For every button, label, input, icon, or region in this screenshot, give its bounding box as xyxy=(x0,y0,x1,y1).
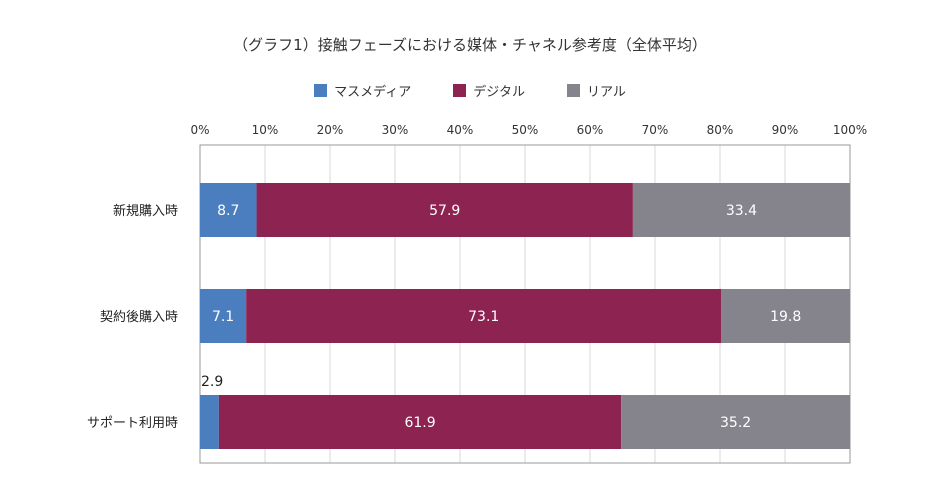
data-label: 2.9 xyxy=(201,374,223,390)
legend-swatch-digital xyxy=(453,84,467,97)
bar-segment xyxy=(200,395,219,449)
bar-segment xyxy=(621,395,850,449)
legend-label-digital: デジタル xyxy=(473,85,525,100)
x-tick-label: 0% xyxy=(190,123,209,137)
bar-segment xyxy=(256,183,633,237)
x-tick-label: 80% xyxy=(707,123,734,137)
x-tick-label: 100% xyxy=(833,123,867,137)
x-tick-label: 30% xyxy=(382,123,409,137)
x-tick-label: 10% xyxy=(252,123,279,137)
x-tick-label: 50% xyxy=(512,123,539,137)
x-tick-label: 60% xyxy=(577,123,604,137)
data-label: 57.9 xyxy=(429,203,460,219)
data-label: 33.4 xyxy=(726,203,757,219)
x-tick-label: 40% xyxy=(447,123,474,137)
bar-segment xyxy=(632,183,850,237)
bar-segment xyxy=(200,289,247,343)
legend-swatch-real xyxy=(566,84,580,97)
legend: マスメディア デジタル リアル xyxy=(0,81,940,100)
x-tick-label: 70% xyxy=(642,123,669,137)
legend-label-mass-media: マスメディア xyxy=(334,85,412,100)
bar-segment xyxy=(200,183,257,237)
x-tick-label: 20% xyxy=(317,123,344,137)
bar-segment xyxy=(218,395,622,449)
category-label: 新規購入時 xyxy=(113,203,178,219)
bar-segment xyxy=(246,289,722,343)
legend-item-digital: デジタル xyxy=(453,81,525,100)
legend-label-real: リアル xyxy=(586,85,626,100)
x-tick-label: 90% xyxy=(772,123,799,137)
category-label: 契約後購入時 xyxy=(100,310,178,325)
data-label: 19.8 xyxy=(770,309,801,325)
data-label: 73.1 xyxy=(468,309,499,325)
data-label: 61.9 xyxy=(404,415,435,431)
chart-title: （グラフ1）接触フェーズにおける媒体・チャネル参考度（全体平均） xyxy=(233,36,707,54)
data-label: 8.7 xyxy=(217,203,239,219)
legend-item-mass-media: マスメディア xyxy=(314,81,411,100)
category-label: サポート利用時 xyxy=(87,416,178,431)
bar-segment xyxy=(721,289,850,343)
legend-swatch-mass-media xyxy=(314,84,328,97)
data-label: 35.2 xyxy=(720,415,751,431)
data-label: 7.1 xyxy=(212,309,234,325)
legend-item-real: リアル xyxy=(566,81,626,100)
